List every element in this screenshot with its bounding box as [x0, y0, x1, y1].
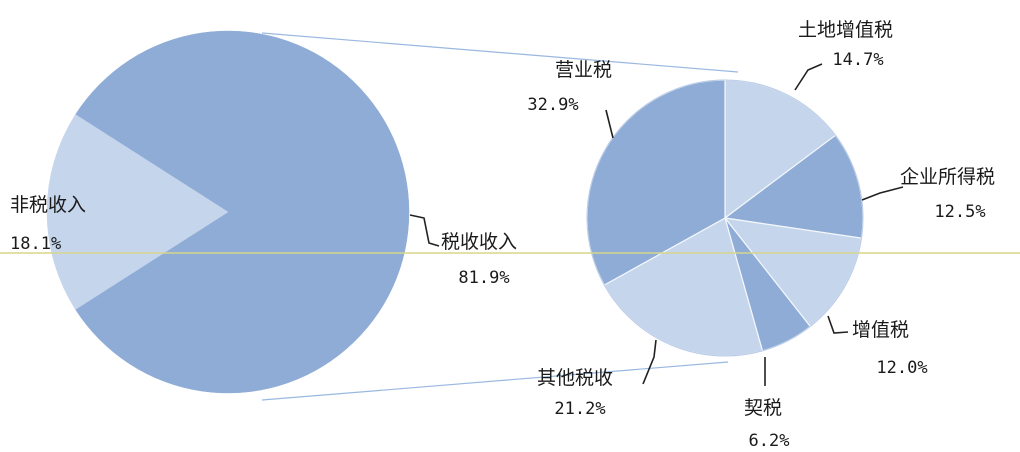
detail-pie-outline — [586, 79, 864, 357]
label-percent-tax-revenue: 81.9% — [458, 268, 509, 288]
label-name-other-taxes: 其他税收 — [537, 367, 613, 389]
label-percent-deed-tax: 6.2% — [749, 431, 790, 451]
data-labels: 税收收入 81.9% 非税收入 18.1% 土地增值税 14.7% 企业所得税 12.5% 增值… — [10, 19, 995, 451]
connector-line-bottom — [261, 361, 729, 401]
leader-line-corporate-income-tax — [861, 186, 904, 201]
connector-line-top — [261, 32, 739, 73]
leader-line-vat — [827, 315, 849, 334]
label-percent-vat: 12.0% — [876, 358, 927, 378]
main-slice-tax-revenue — [75, 30, 410, 394]
leader-line-land-vat — [794, 63, 823, 91]
detail-pie — [586, 79, 864, 357]
main-pie — [46, 30, 410, 394]
label-name-tax-revenue: 税收收入 — [441, 231, 517, 253]
leader-lines — [409, 63, 904, 386]
label-name-land-vat: 土地增值税 — [798, 19, 893, 41]
label-name-corporate-income-tax: 企业所得税 — [900, 166, 995, 188]
label-name-business-tax: 营业税 — [555, 59, 612, 81]
label-name-vat: 增值税 — [852, 319, 909, 341]
pie-connector-lines — [261, 32, 739, 401]
main-slice-non-tax-revenue — [46, 114, 229, 310]
label-name-non-tax-revenue: 非税收入 — [10, 194, 86, 216]
leader-line-tax-revenue — [409, 214, 440, 247]
leader-line-business-tax — [605, 109, 614, 139]
label-percent-land-vat: 14.7% — [832, 50, 883, 70]
label-name-deed-tax: 契税 — [744, 397, 782, 419]
label-percent-corporate-income-tax: 12.5% — [934, 202, 985, 222]
label-percent-non-tax-revenue: 18.1% — [10, 234, 61, 254]
label-percent-business-tax: 32.9% — [527, 95, 578, 115]
leader-line-other-taxes — [642, 339, 657, 385]
label-percent-other-taxes: 21.2% — [554, 399, 605, 419]
